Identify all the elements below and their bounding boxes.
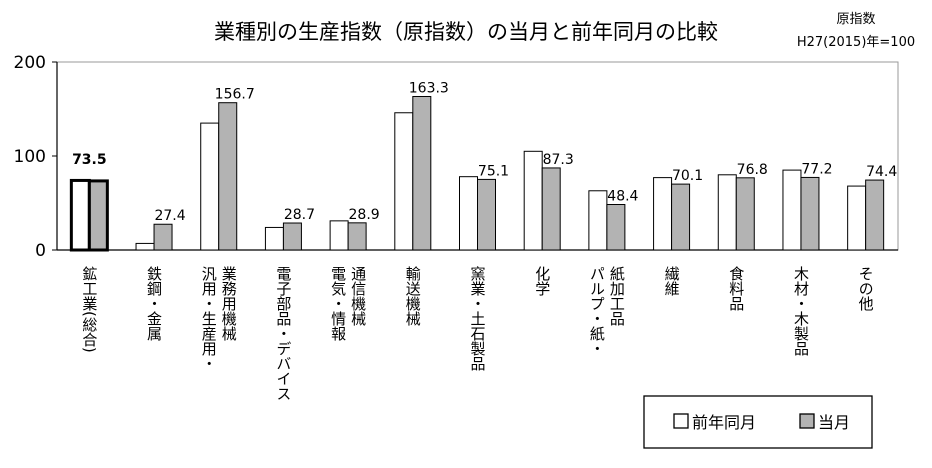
chart-note-line2: H27(2015)年=100 [797, 35, 915, 50]
data-label: 77.2 [801, 161, 832, 177]
category-label: 化学 [533, 266, 551, 296]
bar-previous-year [329, 220, 349, 251]
category-label: 通信機械 [349, 266, 367, 326]
data-label: 73.5 [72, 152, 107, 168]
bar-current-month [735, 177, 755, 251]
category-label: 輸送機械 [404, 266, 422, 326]
category-label: 繊維 [663, 266, 681, 296]
bar-previous-year [69, 178, 91, 252]
legend-swatch-previous-year [673, 413, 689, 429]
category-label: 窯業・土石製品 [469, 265, 487, 371]
category-label: 電気・情報 [329, 266, 347, 341]
bar-previous-year [135, 242, 155, 251]
bar-previous-year [264, 226, 284, 251]
bar-current-month [218, 102, 238, 251]
category-label: 業務用機械 [220, 266, 238, 341]
bar-current-month [282, 222, 302, 251]
bar-current-month [671, 183, 691, 251]
bar-current-month [347, 222, 367, 251]
legend: 前年同月 当月 [643, 395, 873, 449]
y-tick-label: 100 [14, 147, 46, 167]
y-tick-label: 0 [35, 241, 46, 261]
category-label: 鉄鋼・金属 [145, 266, 163, 341]
bar-previous-year [588, 190, 608, 251]
data-label: 87.3 [543, 152, 574, 168]
y-tick-label: 200 [14, 53, 46, 73]
category-label: 電子部品・デバイス [274, 266, 292, 401]
bar-previous-year [200, 122, 220, 251]
data-label: 28.7 [284, 207, 315, 223]
bar-current-month [87, 179, 109, 252]
data-label: 76.8 [737, 162, 768, 178]
data-label: 70.1 [672, 168, 703, 184]
bar-current-month [800, 176, 820, 251]
data-label: 27.4 [154, 208, 185, 224]
legend-label-current-month: 当月 [818, 413, 850, 432]
bar-previous-year [847, 185, 867, 251]
bar-current-month [541, 167, 561, 251]
bar-previous-year [459, 176, 478, 251]
bar-current-month [606, 204, 626, 251]
category-label: 紙加工品 [608, 266, 626, 326]
data-label: 156.7 [215, 87, 255, 103]
category-label: パルプ・紙・ [588, 266, 606, 356]
data-label: 28.9 [349, 207, 380, 223]
legend-label-previous-year: 前年同月 [692, 413, 756, 432]
bar-previous-year [717, 174, 737, 251]
legend-swatch-current-month [799, 413, 815, 429]
chart-note-line1: 原指数 [836, 12, 875, 27]
bar-previous-year [653, 177, 673, 251]
bar-current-month [412, 95, 432, 251]
bar-current-month [153, 223, 173, 251]
data-label: 75.1 [478, 163, 509, 179]
bar-previous-year [394, 112, 414, 251]
bar-previous-year [523, 150, 543, 251]
category-label: 鉱工業(総合) [80, 265, 98, 353]
chart-title: 業種別の生産指数（原指数）の当月と前年同月の比較 [214, 20, 718, 44]
bar-current-month [477, 178, 496, 251]
data-label: 48.4 [607, 189, 638, 205]
plot-area: 0 100 200 73.5 鉱工業(総合) 27.4 鉄鋼・金属 156.7 汎用・生産用・業… [14, 53, 899, 401]
data-label: 163.3 [409, 80, 449, 96]
bar-current-month [865, 179, 885, 251]
category-label: 汎用・生産用・ [200, 266, 218, 371]
category-label: 食料品 [727, 266, 745, 311]
category-label: その他 [857, 266, 875, 312]
data-label: 74.4 [866, 164, 897, 180]
category-label: 木材・木製品 [792, 266, 810, 356]
bar-previous-year [782, 169, 802, 251]
